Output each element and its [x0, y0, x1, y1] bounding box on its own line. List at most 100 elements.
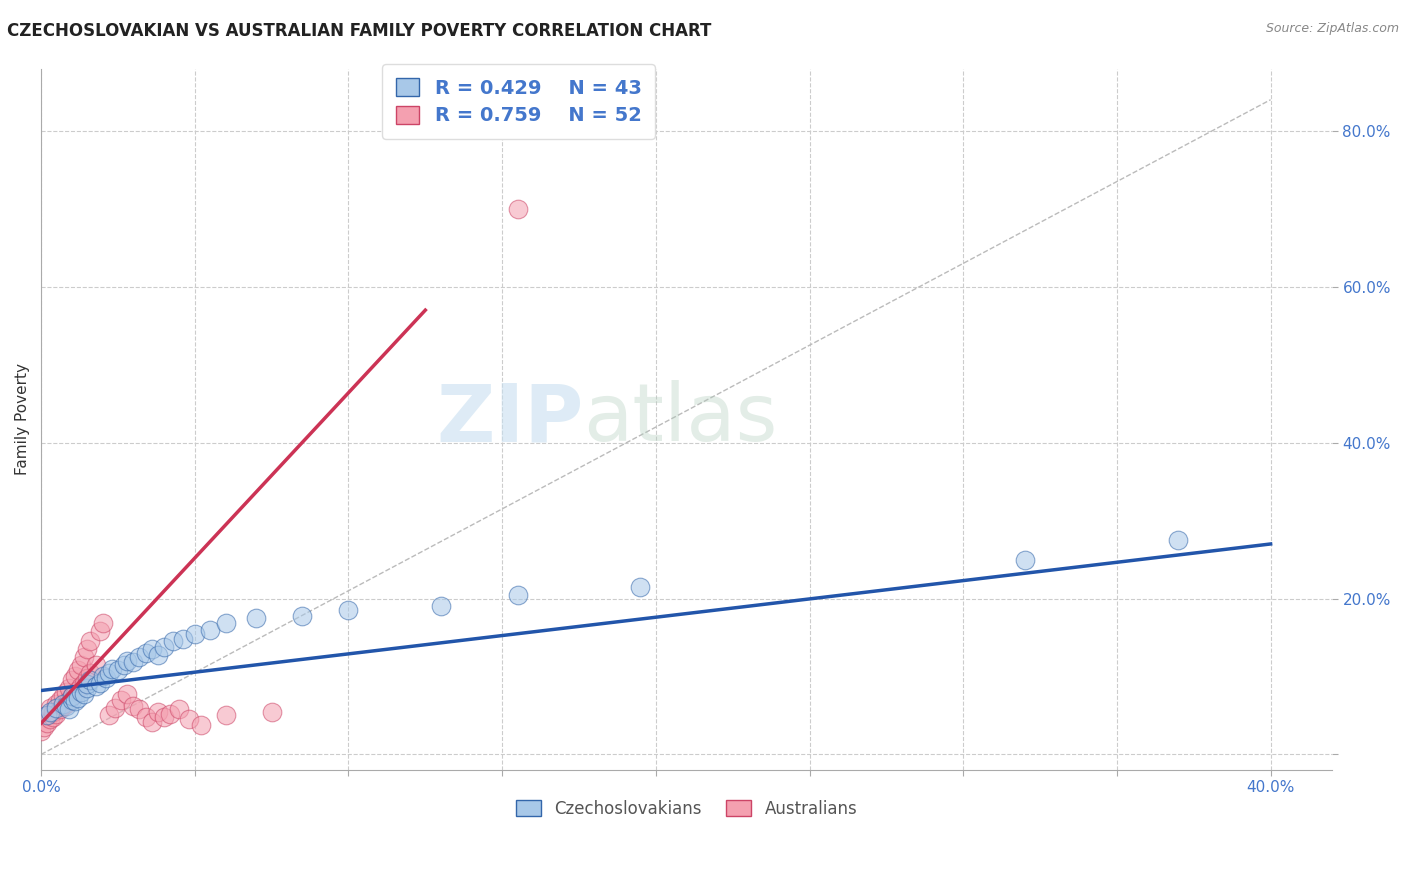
Point	[506, 202, 529, 216]
Point	[39, 712, 62, 726]
Point	[122, 656, 145, 670]
Point	[91, 616, 114, 631]
Point	[429, 599, 451, 614]
Point	[30, 724, 52, 739]
Point	[214, 616, 236, 631]
Point	[115, 654, 138, 668]
Point	[60, 693, 83, 707]
Point	[66, 683, 89, 698]
Point	[1167, 533, 1189, 547]
Point	[97, 708, 120, 723]
Point	[128, 650, 150, 665]
Point	[73, 675, 96, 690]
Point	[52, 689, 75, 703]
Point	[60, 673, 83, 688]
Point	[135, 646, 157, 660]
Point	[107, 663, 129, 677]
Point	[66, 691, 89, 706]
Point	[94, 671, 117, 685]
Point	[86, 657, 108, 672]
Point	[52, 697, 75, 711]
Point	[48, 702, 70, 716]
Y-axis label: Family Poverty: Family Poverty	[15, 363, 30, 475]
Point	[45, 700, 67, 714]
Point	[172, 632, 194, 646]
Point	[89, 675, 111, 690]
Point	[55, 685, 77, 699]
Point	[159, 706, 181, 721]
Point	[141, 642, 163, 657]
Point	[63, 669, 86, 683]
Point	[37, 716, 59, 731]
Point	[110, 693, 132, 707]
Point	[337, 603, 360, 617]
Point	[63, 694, 86, 708]
Point	[169, 702, 191, 716]
Point	[162, 634, 184, 648]
Point	[76, 677, 98, 691]
Text: ZIP: ZIP	[436, 380, 583, 458]
Point	[39, 705, 62, 719]
Point	[146, 648, 169, 662]
Point	[76, 642, 98, 657]
Point	[184, 626, 207, 640]
Point	[630, 580, 652, 594]
Point	[76, 671, 98, 685]
Point	[58, 681, 80, 695]
Point	[76, 681, 98, 695]
Point	[39, 700, 62, 714]
Point	[63, 687, 86, 701]
Point	[112, 657, 135, 672]
Point	[48, 693, 70, 707]
Point	[70, 685, 93, 699]
Point	[79, 634, 101, 648]
Point	[70, 657, 93, 672]
Point	[146, 705, 169, 719]
Point	[58, 693, 80, 707]
Point	[86, 679, 108, 693]
Point	[42, 705, 65, 719]
Point	[73, 650, 96, 665]
Point	[190, 718, 212, 732]
Point	[1014, 552, 1036, 566]
Point	[260, 705, 283, 719]
Point	[66, 663, 89, 677]
Point	[45, 706, 67, 721]
Point	[245, 611, 267, 625]
Point	[58, 702, 80, 716]
Point	[153, 640, 176, 654]
Point	[135, 710, 157, 724]
Point	[79, 665, 101, 680]
Point	[128, 702, 150, 716]
Point	[104, 700, 127, 714]
Legend: Czechoslovakians, Australians: Czechoslovakians, Australians	[509, 794, 865, 825]
Point	[91, 669, 114, 683]
Point	[37, 708, 59, 723]
Point	[506, 588, 529, 602]
Point	[70, 679, 93, 693]
Point	[32, 720, 55, 734]
Text: atlas: atlas	[583, 380, 778, 458]
Point	[101, 662, 124, 676]
Point	[73, 687, 96, 701]
Point	[79, 673, 101, 688]
Point	[153, 710, 176, 724]
Point	[141, 714, 163, 729]
Point	[45, 697, 67, 711]
Point	[214, 708, 236, 723]
Point	[37, 708, 59, 723]
Point	[291, 608, 314, 623]
Text: CZECHOSLOVAKIAN VS AUSTRALIAN FAMILY POVERTY CORRELATION CHART: CZECHOSLOVAKIAN VS AUSTRALIAN FAMILY POV…	[7, 22, 711, 40]
Point	[122, 699, 145, 714]
Point	[97, 665, 120, 680]
Point	[89, 624, 111, 639]
Point	[55, 697, 77, 711]
Point	[55, 699, 77, 714]
Point	[42, 710, 65, 724]
Text: Source: ZipAtlas.com: Source: ZipAtlas.com	[1265, 22, 1399, 36]
Point	[115, 687, 138, 701]
Point	[177, 712, 200, 726]
Point	[198, 623, 221, 637]
Point	[60, 689, 83, 703]
Point	[52, 699, 75, 714]
